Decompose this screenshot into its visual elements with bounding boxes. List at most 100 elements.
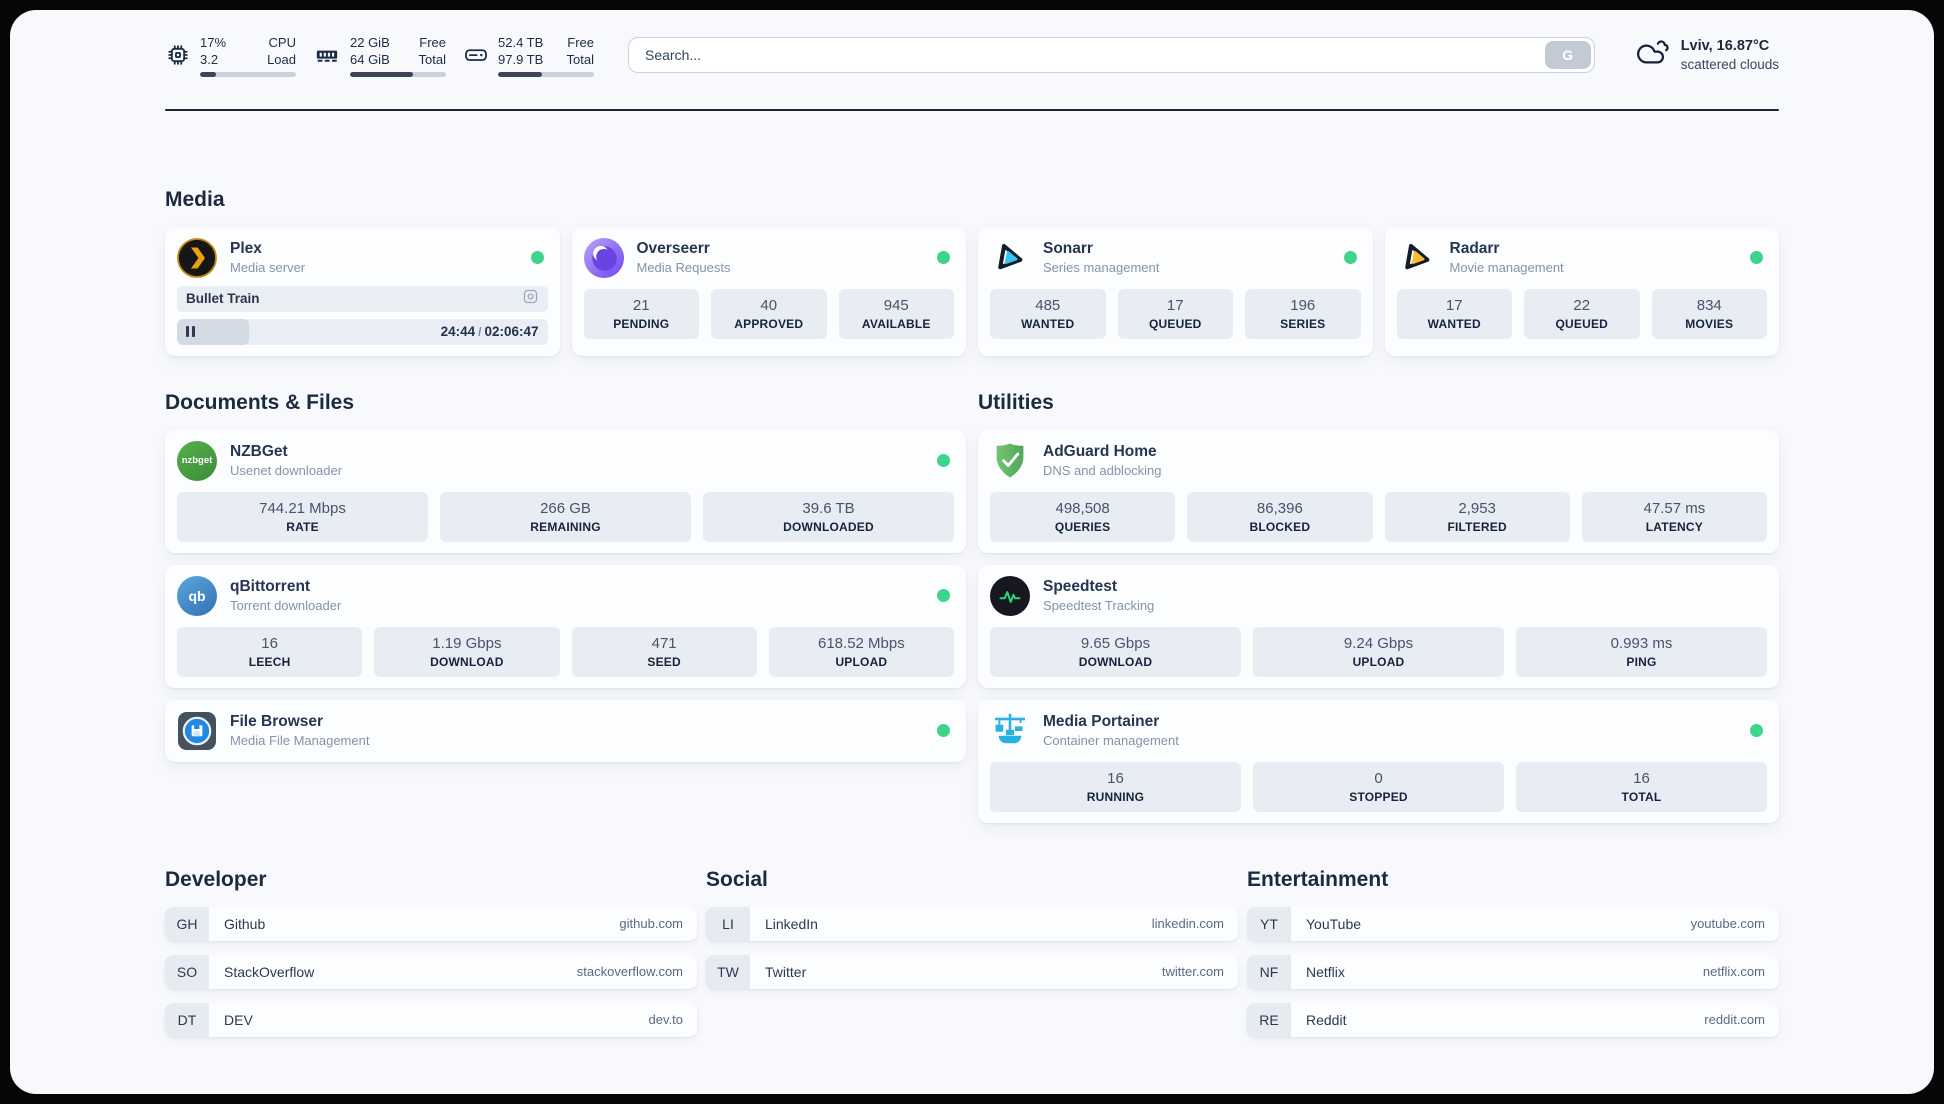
memory-progress-bar <box>350 72 446 77</box>
radarr-link[interactable]: Radarr Movie management <box>1450 239 1564 276</box>
disk-total-value: 97.9 TB <box>498 52 544 67</box>
bookmark-abbr: NF <box>1247 954 1291 989</box>
service-description: Movie management <box>1449 260 1564 275</box>
stat-total: 16 TOTAL <box>1516 761 1767 812</box>
portainer-link[interactable]: Media Portainer Container management <box>1043 712 1179 749</box>
playback-time: 24:44 / 02:06:47 <box>441 324 539 339</box>
pause-icon <box>186 326 195 337</box>
bookmark-url: dev.to <box>648 1012 683 1027</box>
bookmark-github[interactable]: GH Github github.com <box>165 906 697 941</box>
stat-blocked: 86,396 BLOCKED <box>1187 491 1373 542</box>
overseerr-link[interactable]: Overseerr Media Requests <box>637 239 731 276</box>
adguard-card: AdGuard Home DNS and adblocking 498,508 … <box>978 429 1779 553</box>
bookmark-name: YouTube <box>1306 915 1362 932</box>
section-title-utilities: Utilities <box>978 390 1054 414</box>
section-title-entertainment: Entertainment <box>1247 867 1389 891</box>
stat-filtered: 2,953 FILTERED <box>1384 491 1570 542</box>
memory-free-value: 22 GiB <box>350 35 390 50</box>
stat-seed: 471 SEED <box>571 626 757 677</box>
stat-pending: 21 PENDING <box>583 288 699 339</box>
bookmark-name: Netflix <box>1306 963 1345 980</box>
documents-column: Documents & Files nzbget NZBGet Usenet d… <box>165 390 966 762</box>
stat-queries: 498,508 QUERIES <box>990 491 1176 542</box>
weather-location-temp: Lviv, 16.87°C <box>1680 37 1770 54</box>
disk-widget: 52.4 TB 97.9 TB Free Total <box>463 34 594 77</box>
adguard-link[interactable]: AdGuard Home DNS and adblocking <box>1043 442 1162 479</box>
speedtest-link[interactable]: Speedtest Speedtest Tracking <box>1043 577 1154 614</box>
status-dot <box>1750 724 1763 737</box>
bookmark-url: twitter.com <box>1161 964 1224 979</box>
service-description: Container management <box>1043 733 1179 748</box>
stat-series: 196 SERIES <box>1245 288 1361 339</box>
bookmark-name: StackOverflow <box>224 963 315 980</box>
social-group: Social LI LinkedIn linkedin.com TW Twitt… <box>706 867 1238 989</box>
bookmark-youtube[interactable]: YT YouTube youtube.com <box>1247 906 1779 941</box>
stat-latency: 47.57 ms LATENCY <box>1581 491 1767 542</box>
bookmark-twitter[interactable]: TW Twitter twitter.com <box>706 954 1238 989</box>
status-dot <box>937 454 950 467</box>
disk-total-label: Total <box>566 52 594 67</box>
stat-wanted: 17 WANTED <box>1396 288 1512 339</box>
bookmark-linkedin[interactable]: LI LinkedIn linkedin.com <box>706 906 1238 941</box>
service-name: Speedtest <box>1043 578 1118 595</box>
cpu-icon <box>165 42 191 68</box>
service-name: Plex <box>230 240 262 257</box>
service-description: Speedtest Tracking <box>1043 598 1155 613</box>
bookmark-abbr: RE <box>1247 1002 1291 1037</box>
stat-download: 9.65 Gbps DOWNLOAD <box>990 626 1241 677</box>
search-provider-button[interactable]: G <box>1544 41 1591 70</box>
bookmark-name: Github <box>224 915 266 932</box>
bookmark-url: stackoverflow.com <box>576 964 683 979</box>
section-title-developer: Developer <box>165 867 267 891</box>
search-input[interactable] <box>628 37 1595 74</box>
service-description: Media server <box>230 260 306 275</box>
service-name: NZBGet <box>230 443 288 460</box>
filebrowser-link[interactable]: File Browser Media File Management <box>230 712 369 749</box>
stat-download: 1.19 Gbps DOWNLOAD <box>374 626 560 677</box>
weather-condition: scattered clouds <box>1680 56 1779 72</box>
nzbget-link[interactable]: NZBGet Usenet downloader <box>230 442 342 479</box>
weather-widget: Lviv, 16.87°C scattered clouds <box>1633 36 1779 75</box>
qbittorrent-icon: qb <box>177 575 217 616</box>
bookmark-abbr: GH <box>165 906 209 941</box>
section-title-social: Social <box>706 867 768 891</box>
sonarr-icon <box>990 238 1030 278</box>
qbittorrent-link[interactable]: qBittorrent Torrent downloader <box>230 577 341 614</box>
status-dot <box>1750 251 1763 264</box>
memory-total-label: Total <box>418 52 446 67</box>
top-bar: 17% 3.2 CPU Load <box>165 10 1779 77</box>
bookmark-abbr: LI <box>706 906 750 941</box>
service-description: Media File Management <box>230 733 370 748</box>
section-title-media: Media <box>165 187 225 211</box>
bookmark-dev[interactable]: DT DEV dev.to <box>165 1002 697 1037</box>
stat-upload: 9.24 Gbps UPLOAD <box>1253 626 1504 677</box>
stat-ping: 0.993 ms PING <box>1516 626 1767 677</box>
plex-link[interactable]: Plex Media server <box>230 239 305 276</box>
bookmark-abbr: SO <box>165 954 209 989</box>
overseerr-card: Overseerr Media Requests 21 PENDING 40 A… <box>571 226 966 356</box>
cpu-load-value: 3.2 <box>200 52 219 67</box>
plex-card: Plex Media server Bullet Train <box>165 226 560 356</box>
bookmark-url: linkedin.com <box>1151 916 1224 931</box>
bookmark-name: DEV <box>224 1011 253 1028</box>
bookmark-reddit[interactable]: RE Reddit reddit.com <box>1247 1002 1779 1037</box>
media-grid: Plex Media server Bullet Train <box>165 226 1779 356</box>
memory-widget: 22 GiB 64 GiB Free Total <box>313 34 446 77</box>
bookmark-netflix[interactable]: NF Netflix netflix.com <box>1247 954 1779 989</box>
stat-stopped: 0 STOPPED <box>1253 761 1504 812</box>
service-name: qBittorrent <box>230 578 311 595</box>
disk-icon <box>463 42 489 68</box>
cpu-widget: 17% 3.2 CPU Load <box>165 34 296 77</box>
bookmark-stackoverflow[interactable]: SO StackOverflow stackoverflow.com <box>165 954 697 989</box>
sonarr-link[interactable]: Sonarr Series management <box>1043 239 1159 276</box>
stat-available: 945 AVAILABLE <box>838 288 954 339</box>
filebrowser-card: File Browser Media File Management <box>165 699 966 762</box>
filebrowser-icon <box>177 711 217 751</box>
status-dot <box>937 589 950 602</box>
adguard-icon <box>990 441 1030 481</box>
view-icon <box>522 288 539 310</box>
service-name: Sonarr <box>1043 240 1093 257</box>
nzbget-card: nzbget NZBGet Usenet downloader 744.21 M… <box>165 429 966 553</box>
status-dot <box>937 724 950 737</box>
service-name: Overseerr <box>636 240 710 257</box>
